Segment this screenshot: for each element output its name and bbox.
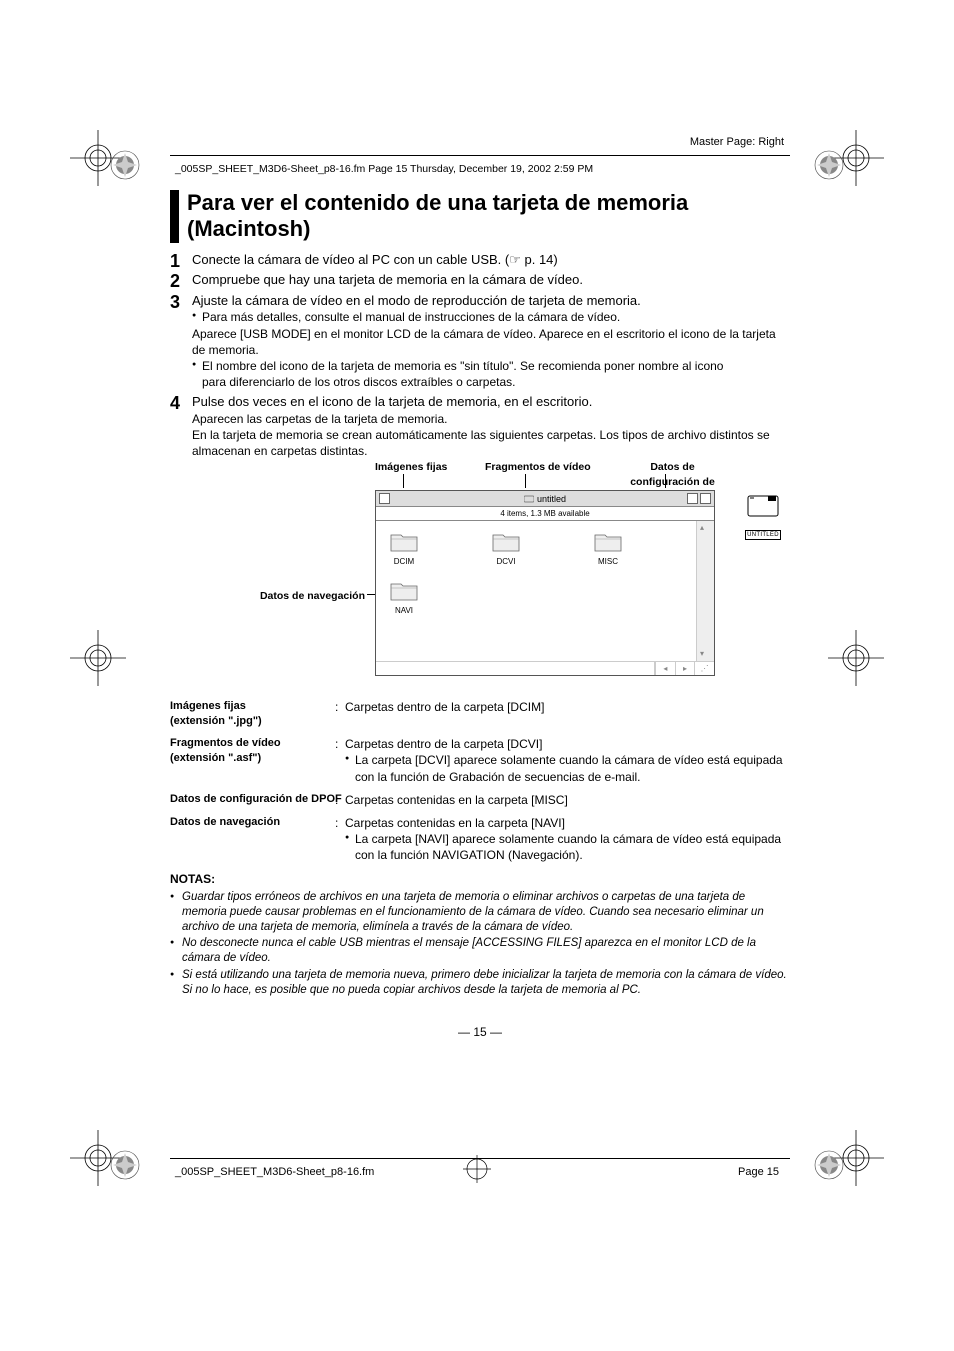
folder-icon bbox=[389, 578, 419, 602]
diagram-label: Fragmentos de vídeo bbox=[485, 460, 591, 474]
folder-item: NAVI bbox=[382, 578, 426, 617]
section-title: Para ver el contenido de una tarjeta de … bbox=[170, 190, 790, 243]
step-text: Pulse dos veces en el icono de la tarjet… bbox=[192, 393, 790, 411]
disk-icon bbox=[524, 495, 534, 503]
note-item: Si está utilizando una tarjeta de memori… bbox=[170, 968, 790, 998]
footer-filename: _005SP_SHEET_M3D6-Sheet_p8-16.fm bbox=[175, 1165, 374, 1180]
def-term: Datos de navegación bbox=[170, 815, 345, 830]
def-term: Imágenes fijas(extensión ".jpg") bbox=[170, 699, 345, 729]
folder-icon bbox=[593, 529, 623, 553]
note-item: Guardar tipos erróneos de archivos en un… bbox=[170, 890, 790, 935]
scrollbar-horizontal: ◂▸⋰ bbox=[376, 661, 714, 675]
folder-item: DCIM bbox=[382, 529, 426, 568]
window-info-bar: 4 items, 1.3 MB available bbox=[376, 507, 714, 521]
step-text: Compruebe que hay una tarjeta de memoria… bbox=[192, 271, 790, 289]
desktop-disk-icon: UNTITLED bbox=[742, 490, 784, 540]
def-desc: :Carpetas dentro de la carpeta [DCIM] bbox=[345, 699, 790, 715]
step-number: 3 bbox=[170, 290, 180, 314]
folder-icon bbox=[491, 529, 521, 553]
page-number: — 15 — bbox=[170, 1024, 790, 1040]
def-term: Fragmentos de vídeo(extensión ".asf") bbox=[170, 736, 345, 766]
registration-mark bbox=[70, 630, 126, 686]
folder-diagram: Imágenes fijas Fragmentos de vídeo Datos… bbox=[235, 474, 725, 689]
registration-mark bbox=[828, 630, 884, 686]
mac-finder-window: untitled 4 items, 1.3 MB available DCIM … bbox=[375, 490, 715, 676]
definitions-table: Imágenes fijas(extensión ".jpg") :Carpet… bbox=[170, 699, 790, 863]
corner-star-icon bbox=[108, 1148, 142, 1182]
footer-page: Page 15 bbox=[738, 1165, 779, 1180]
scrollbar-vertical: ▴ ▾ bbox=[696, 521, 714, 661]
folder-label: DCVI bbox=[484, 557, 528, 568]
def-desc: :Carpetas contenidas en la carpeta [NAVI… bbox=[345, 815, 790, 864]
step-text: Ajuste la cámara de vídeo en el modo de … bbox=[192, 292, 790, 310]
folder-label: NAVI bbox=[382, 606, 426, 617]
corner-star-icon bbox=[108, 148, 142, 182]
step-sub: En la tarjeta de memoria se crean automá… bbox=[192, 427, 790, 459]
folder-label: DCIM bbox=[382, 557, 426, 568]
step-sub: El nombre del icono de la tarjeta de mem… bbox=[192, 358, 790, 390]
step-sub: Aparece [USB MODE] en el monitor LCD de … bbox=[192, 326, 790, 358]
steps-list: 1 Conecte la cámara de vídeo al PC con u… bbox=[170, 251, 790, 460]
center-cross-icon bbox=[463, 1155, 491, 1183]
folder-label: MISC bbox=[586, 557, 630, 568]
disk-icon-label: UNTITLED bbox=[745, 530, 781, 540]
step-sub: Para más detalles, consulte el manual de… bbox=[192, 309, 790, 325]
leader-line bbox=[525, 474, 526, 488]
notes-list: Guardar tipos erróneos de archivos en un… bbox=[170, 890, 790, 999]
step-text: Conecte la cámara de vídeo al PC con un … bbox=[192, 251, 790, 269]
diagram-label: Datos de navegación bbox=[235, 589, 365, 603]
leader-line bbox=[403, 474, 404, 488]
def-desc: :Carpetas dentro de la carpeta [DCVI] La… bbox=[345, 736, 790, 785]
corner-star-icon bbox=[812, 1148, 846, 1182]
window-title: untitled bbox=[537, 491, 566, 507]
folder-item: DCVI bbox=[484, 529, 528, 568]
close-box-icon bbox=[379, 493, 390, 504]
corner-star-icon bbox=[812, 148, 846, 182]
def-term: Datos de configuración de DPOF bbox=[170, 792, 345, 807]
folder-item: MISC bbox=[586, 529, 630, 568]
window-buttons bbox=[687, 493, 711, 504]
window-titlebar: untitled bbox=[376, 491, 714, 507]
notes-heading: NOTAS: bbox=[170, 871, 790, 887]
diagram-label: Imágenes fijas bbox=[375, 460, 447, 474]
note-item: No desconecte nunca el cable USB mientra… bbox=[170, 936, 790, 966]
folder-icon bbox=[389, 529, 419, 553]
step-number: 4 bbox=[170, 391, 180, 415]
def-desc: :Carpetas contenidas en la carpeta [MISC… bbox=[345, 792, 790, 808]
step-sub: Aparecen las carpetas de la tarjeta de m… bbox=[192, 411, 790, 427]
leader-line bbox=[665, 474, 666, 488]
